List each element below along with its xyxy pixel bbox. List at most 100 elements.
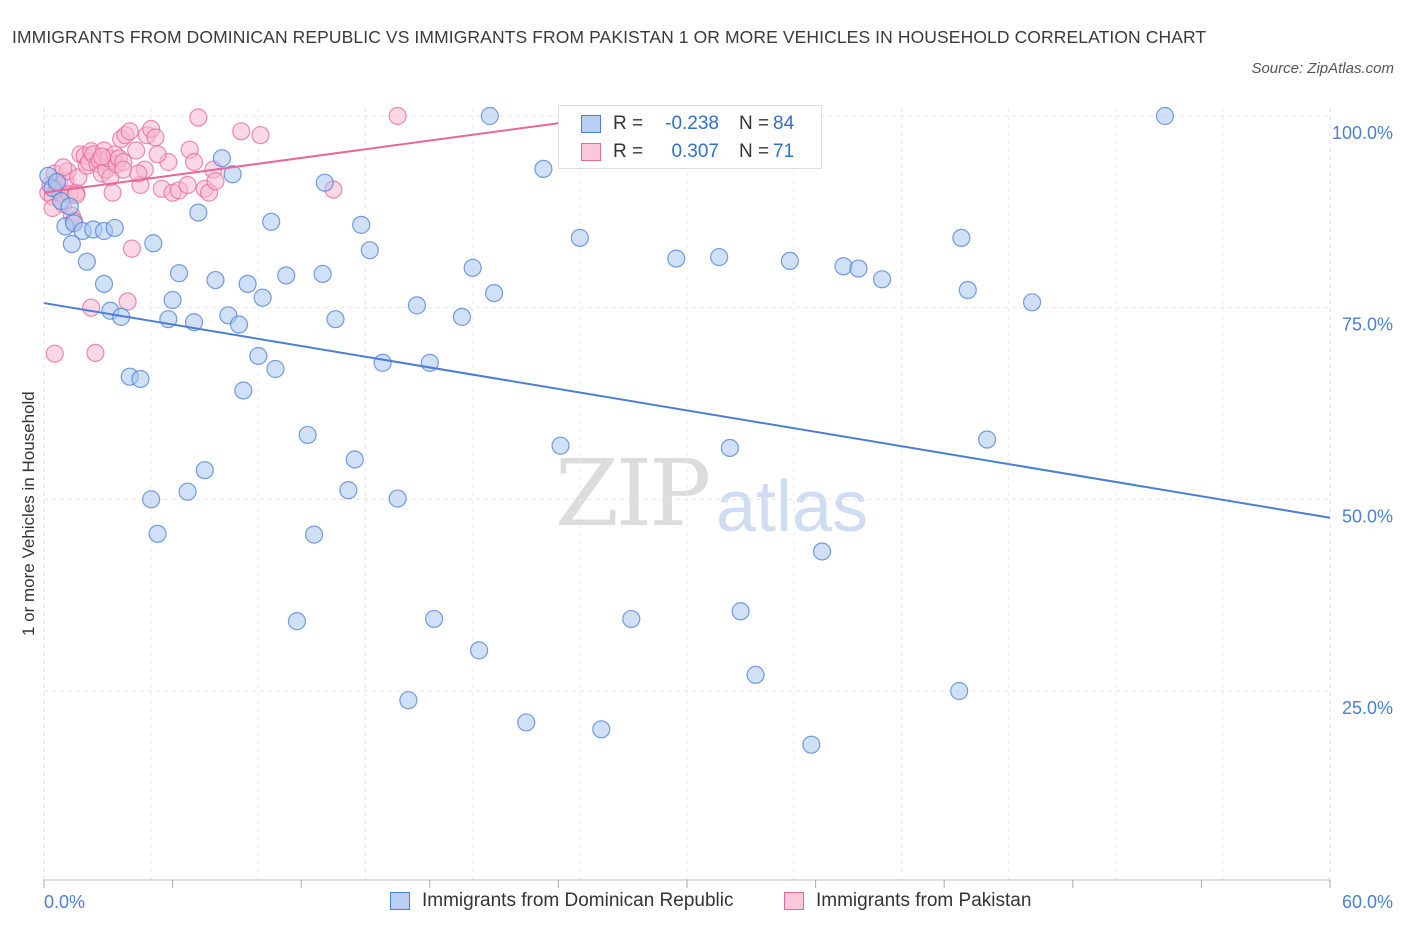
- source-label: Source: ZipAtlas.com: [1251, 60, 1394, 77]
- y-tick-label: 25.0%: [1342, 698, 1393, 718]
- data-point: [146, 128, 165, 147]
- data-point: [407, 296, 427, 315]
- data-point: [388, 489, 407, 508]
- legend-r-value: -0.238: [665, 113, 719, 134]
- data-point: [977, 430, 997, 449]
- data-point: [184, 152, 204, 172]
- legend-swatch-pink: [784, 892, 804, 910]
- data-point: [373, 353, 392, 372]
- chart-title: IMMIGRANTS FROM DOMINICAN REPUBLIC VS IM…: [12, 27, 1207, 47]
- data-point: [195, 461, 214, 480]
- data-point: [849, 259, 868, 278]
- legend-n-value: 71: [773, 141, 795, 162]
- data-point: [94, 274, 114, 293]
- y-axis-label: 1 or more Vehicles in Household: [19, 391, 38, 636]
- data-point: [118, 292, 137, 311]
- data-point: [277, 266, 296, 285]
- data-point: [534, 159, 553, 178]
- x-tick-label-min: 0.0%: [44, 892, 85, 912]
- legend-row-pakistan: R = 0.307 N = 71: [581, 140, 794, 164]
- legend-r-label: R =: [613, 113, 644, 134]
- data-point: [262, 212, 281, 231]
- data-point: [148, 524, 167, 543]
- watermark-zip: ZIP: [555, 440, 711, 547]
- data-point: [62, 234, 81, 254]
- data-point: [452, 307, 472, 326]
- data-point: [622, 609, 641, 629]
- correlation-legend: R = -0.238 N = 84 R = 0.307 N = 71: [558, 105, 822, 169]
- data-point: [287, 612, 307, 631]
- data-point: [103, 183, 122, 202]
- legend-n-value: 84: [773, 113, 795, 134]
- legend-item-pakistan: Immigrants from Pakistan: [784, 890, 1031, 912]
- data-point: [144, 234, 163, 253]
- data-point: [223, 165, 242, 184]
- data-point: [232, 122, 251, 141]
- grid-lines: [43, 108, 1331, 880]
- data-point: [746, 665, 765, 685]
- data-point: [131, 369, 150, 389]
- data-point: [345, 450, 364, 469]
- data-point: [812, 542, 832, 561]
- data-point: [114, 160, 133, 179]
- data-point: [229, 315, 249, 334]
- legend-item-dominican: Immigrants from Dominican Republic: [390, 890, 734, 912]
- data-point: [570, 228, 589, 247]
- data-point: [60, 197, 79, 216]
- data-point: [47, 172, 66, 192]
- data-point: [234, 381, 253, 400]
- data-point: [129, 164, 148, 183]
- data-point: [469, 641, 489, 660]
- data-point: [148, 145, 167, 164]
- data-point: [304, 525, 324, 544]
- x-tick-label-max: 60.0%: [1342, 892, 1393, 912]
- data-point: [463, 258, 482, 277]
- x-tick-marks: [43, 880, 1331, 888]
- data-point: [802, 735, 821, 754]
- data-point: [872, 270, 892, 289]
- trend-line: [43, 115, 613, 194]
- legend-swatch-pink: [581, 143, 601, 161]
- series-legend: Immigrants from Dominican Republic Immig…: [0, 890, 1406, 916]
- data-point: [82, 298, 101, 317]
- data-point: [834, 257, 853, 276]
- data-point: [339, 481, 358, 500]
- data-point: [86, 343, 105, 362]
- legend-swatch-blue: [581, 115, 601, 133]
- data-point: [399, 691, 418, 710]
- data-point: [710, 247, 729, 267]
- y-tick-label: 50.0%: [1342, 506, 1393, 526]
- data-point: [92, 147, 111, 166]
- data-point: [958, 280, 977, 300]
- y-tick-label: 100.0%: [1332, 123, 1393, 143]
- legend-r-label: R =: [613, 141, 644, 162]
- trend-lines: [43, 115, 1331, 519]
- data-point: [592, 720, 611, 739]
- data-point: [251, 126, 270, 145]
- data-point: [326, 310, 345, 329]
- data-point: [120, 122, 139, 141]
- dominican-points: [39, 106, 1175, 754]
- legend-label-dominican: Immigrants from Dominican Republic: [422, 890, 734, 911]
- data-point: [352, 215, 371, 234]
- data-point: [266, 359, 285, 379]
- data-point: [163, 290, 182, 310]
- y-tick-labels: 100.0% 75.0% 50.0% 25.0%: [1332, 123, 1393, 718]
- data-point: [189, 108, 208, 127]
- legend-row-dominican: R = -0.238 N = 84: [581, 112, 794, 136]
- data-point: [720, 438, 739, 458]
- data-point: [206, 172, 225, 191]
- data-point: [315, 173, 334, 192]
- data-point: [105, 218, 124, 238]
- data-point: [206, 270, 225, 290]
- data-point: [388, 106, 407, 126]
- data-point: [313, 264, 332, 284]
- legend-label-pakistan: Immigrants from Pakistan: [816, 890, 1032, 911]
- legend-n-label: N =: [739, 141, 770, 162]
- data-point: [360, 241, 379, 260]
- data-point: [517, 713, 536, 732]
- legend-n-label: N =: [739, 113, 770, 134]
- data-point: [77, 252, 96, 271]
- data-point: [249, 346, 268, 366]
